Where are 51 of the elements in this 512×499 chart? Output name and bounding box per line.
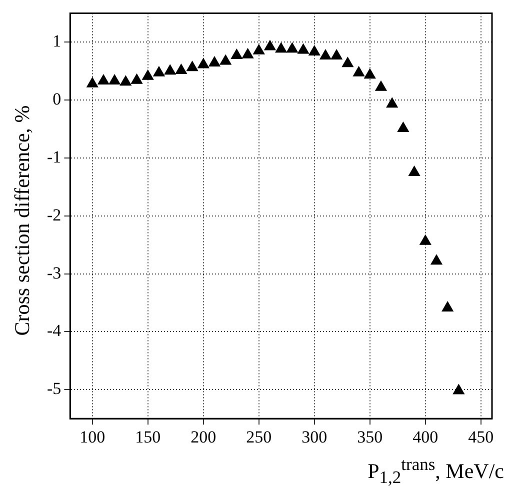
point — [275, 42, 287, 53]
point — [442, 301, 454, 312]
y-tick-label: 1 — [52, 32, 62, 51]
point — [175, 64, 187, 74]
point — [108, 74, 120, 84]
point — [453, 384, 464, 394]
point — [286, 42, 298, 53]
y-tick-label: -1 — [46, 147, 62, 166]
x-tick-label: 250 — [246, 427, 272, 446]
x-tick-label: 450 — [468, 427, 494, 446]
x-axis-title: P$_{1,2}$$^{trans}$, MeV/c — [368, 454, 504, 487]
point — [308, 46, 320, 56]
point — [198, 58, 210, 68]
y-tick-label: -2 — [46, 205, 62, 224]
y-tick-label: -3 — [46, 263, 62, 282]
y-axis-title: Cross section difference, % — [10, 104, 34, 336]
point — [208, 56, 220, 67]
x-tick-label: 400 — [412, 427, 438, 446]
x-tick-label: 100 — [80, 427, 106, 446]
point — [253, 44, 265, 54]
point — [386, 98, 398, 108]
point — [131, 74, 142, 84]
point — [86, 77, 98, 88]
x-tick-label: 300 — [302, 427, 328, 446]
y-tick-label: -4 — [46, 321, 62, 340]
point — [353, 66, 364, 76]
point — [120, 76, 132, 86]
point — [397, 122, 409, 132]
point — [264, 40, 276, 50]
point — [420, 234, 432, 245]
point — [142, 70, 154, 80]
x-tick-label: 200 — [190, 427, 216, 446]
point — [164, 64, 176, 75]
point — [298, 44, 309, 54]
point — [330, 50, 342, 60]
x-tick-label: 150 — [135, 427, 161, 446]
point — [98, 74, 110, 84]
y-tick-label: 0 — [52, 90, 62, 109]
point — [408, 166, 420, 176]
point — [153, 66, 165, 76]
point — [220, 54, 232, 65]
y-tick-label: -5 — [46, 379, 62, 398]
point — [242, 48, 254, 58]
x-tick-label: 350 — [357, 427, 383, 446]
point — [186, 61, 198, 72]
point — [320, 50, 332, 60]
point — [430, 254, 442, 265]
point — [230, 48, 242, 59]
point — [342, 57, 354, 68]
point — [375, 80, 387, 91]
point — [364, 68, 376, 79]
